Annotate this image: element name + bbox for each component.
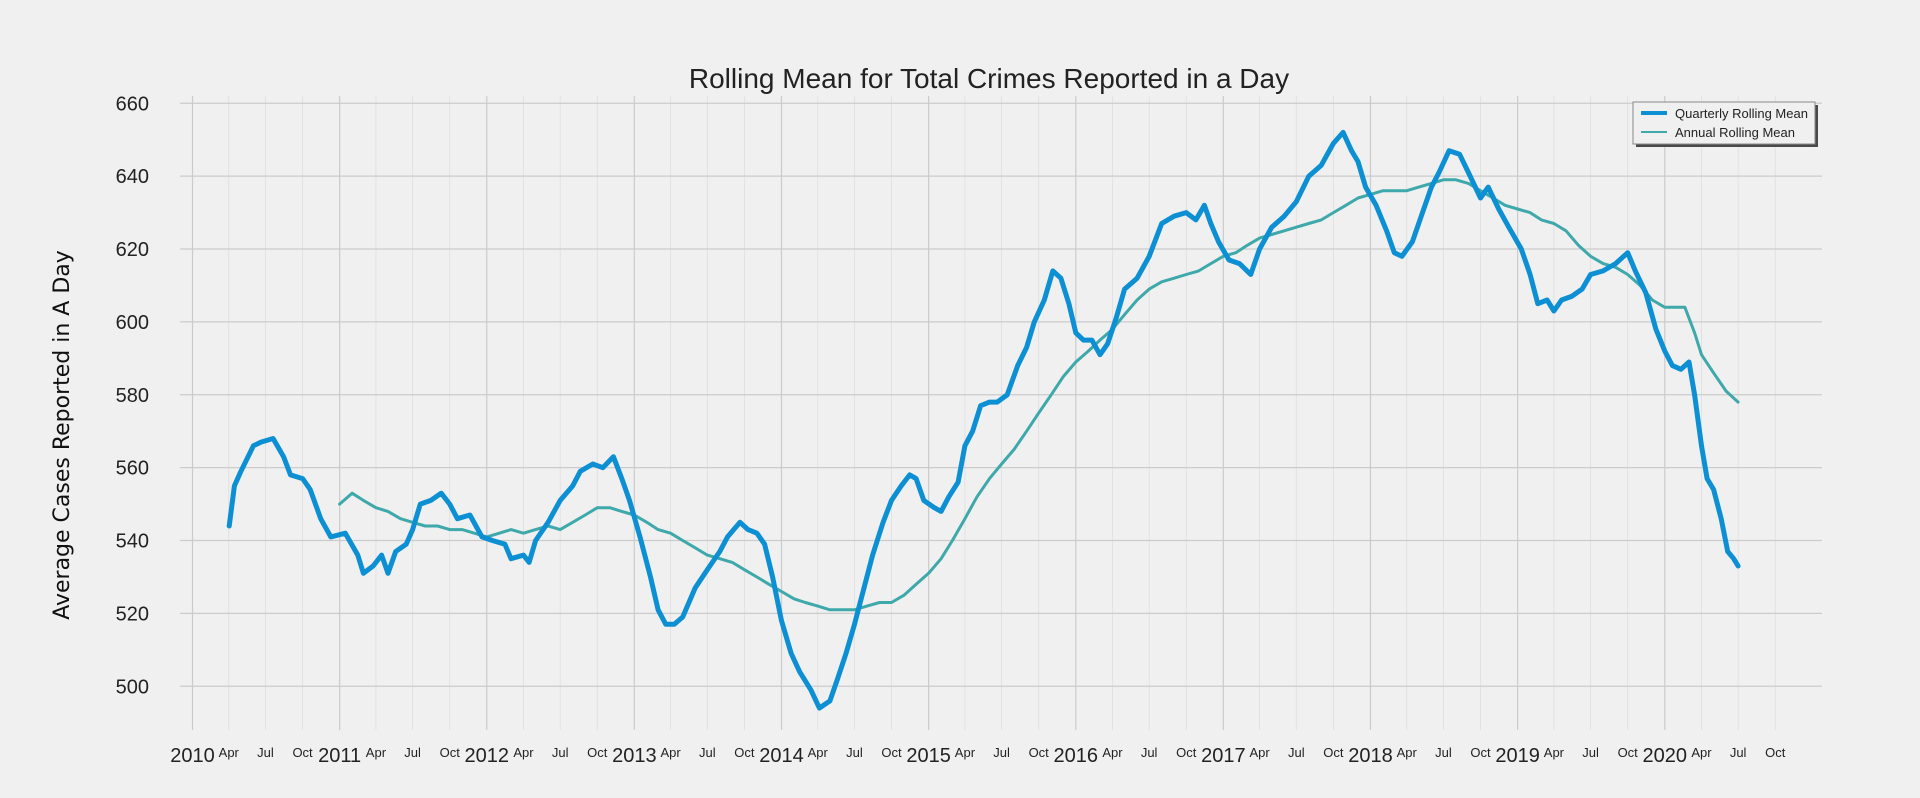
y-axis-label: Average Cases Reported in A Day — [50, 250, 75, 620]
y-tick-label: 540 — [116, 531, 149, 553]
x-minor-tick-label: Apr — [1102, 745, 1123, 760]
series-line-annual — [338, 178, 1740, 612]
x-minor-tick-label: Oct — [440, 745, 461, 760]
x-major-tick-label: 2011 — [318, 745, 361, 767]
chart-title: Rolling Mean for Total Crimes Reported i… — [689, 63, 1289, 94]
x-minor-tick-label: Jul — [552, 745, 569, 760]
x-major-tick-label: 2013 — [612, 745, 657, 767]
x-minor-tick-label: Jul — [1582, 745, 1599, 760]
legend: Quarterly Rolling Mean Annual Rolling Me… — [1632, 101, 1818, 147]
x-minor-tick-label: Apr — [1249, 745, 1270, 760]
x-minor-tick-label: Oct — [1765, 745, 1786, 760]
legend-box — [1632, 101, 1816, 145]
x-minor-tick-label: Apr — [1397, 745, 1418, 760]
x-minor-tick-label: Jul — [993, 745, 1010, 760]
y-tick-label: 560 — [116, 458, 149, 480]
x-major-tick-label: 2020 — [1643, 745, 1688, 767]
x-tick-labels: Apr Jul Oct Apr Jul Oct Apr Jul Oct Apr Jul Oct Apr J… — [170, 745, 1785, 767]
y-tick-label: 600 — [116, 312, 149, 334]
x-major-tick-label: 2016 — [1054, 745, 1099, 767]
x-minor-tick-label: Oct — [1470, 745, 1491, 760]
y-tick-label: 520 — [116, 603, 149, 625]
x-minor-tick-label: Jul — [699, 745, 716, 760]
series-line-quarterly — [226, 129, 1741, 711]
x-minor-tick-label: Apr — [1691, 745, 1712, 760]
x-minor-tick-label: Jul — [1435, 745, 1452, 760]
x-minor-tick-label: Oct — [587, 745, 608, 760]
x-minor-tick-label: Apr — [366, 745, 387, 760]
x-major-tick-label: 2018 — [1348, 745, 1393, 767]
x-major-tick-label: 2010 — [170, 745, 215, 767]
x-major-tick-label: 2017 — [1201, 745, 1246, 767]
x-minor-tick-label: Apr — [808, 745, 829, 760]
x-minor-tick-label: Apr — [513, 745, 534, 760]
x-minor-tick-label: Oct — [1618, 745, 1639, 760]
x-minor-tick-label: Apr — [1544, 745, 1565, 760]
x-minor-tick-label: Apr — [219, 745, 240, 760]
y-tick-label: 580 — [116, 385, 149, 407]
x-minor-tick-label: Jul — [1288, 745, 1305, 760]
grid-lines — [180, 96, 1822, 730]
x-minor-tick-label: Jul — [257, 745, 274, 760]
x-minor-tick-label: Oct — [1029, 745, 1050, 760]
y-tick-label: 640 — [116, 166, 149, 188]
legend-label-quarterly: Quarterly Rolling Mean — [1675, 106, 1808, 121]
y-tick-label: 620 — [116, 239, 149, 261]
x-minor-tick-label: Oct — [1323, 745, 1344, 760]
x-minor-tick-label: Jul — [1141, 745, 1158, 760]
x-minor-tick-label: Jul — [1730, 745, 1747, 760]
y-tick-label: 500 — [116, 676, 149, 698]
x-major-tick-label: 2019 — [1495, 745, 1540, 767]
x-minor-tick-label: Oct — [292, 745, 313, 760]
legend-label-annual: Annual Rolling Mean — [1675, 125, 1795, 140]
y-tick-labels: 500 520 540 560 580 600 620 640 660 — [116, 93, 149, 698]
series-lines — [226, 129, 1741, 711]
x-major-tick-label: 2015 — [906, 745, 951, 767]
x-minor-tick-label: Oct — [1176, 745, 1197, 760]
x-minor-tick-label: Oct — [734, 745, 755, 760]
x-minor-tick-label: Apr — [955, 745, 976, 760]
x-minor-tick-label: Apr — [661, 745, 682, 760]
x-minor-tick-label: Jul — [846, 745, 863, 760]
x-major-tick-label: 2012 — [465, 745, 510, 767]
y-tick-label: 660 — [116, 93, 149, 115]
x-minor-tick-label: Oct — [881, 745, 902, 760]
x-major-tick-label: 2014 — [759, 745, 804, 767]
x-minor-tick-label: Jul — [404, 745, 421, 760]
